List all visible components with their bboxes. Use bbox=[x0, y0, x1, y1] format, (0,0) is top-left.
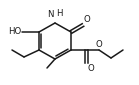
Text: N: N bbox=[48, 10, 54, 19]
Text: O: O bbox=[88, 64, 95, 73]
Text: HO: HO bbox=[8, 28, 21, 36]
Text: O: O bbox=[84, 15, 91, 24]
Text: H: H bbox=[56, 9, 63, 18]
Text: O: O bbox=[96, 40, 102, 49]
